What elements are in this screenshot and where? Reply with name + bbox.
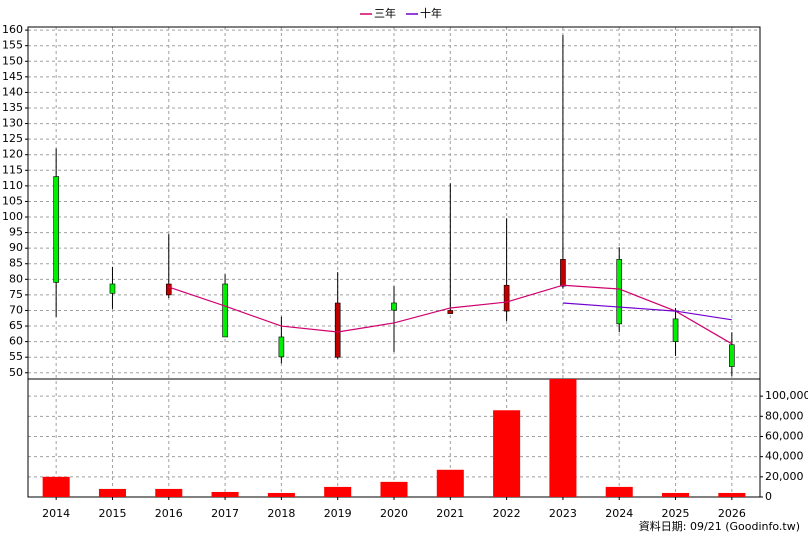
- x-tick-label: 2019: [324, 507, 352, 520]
- volume-bar: [380, 481, 408, 497]
- volume-bar: [493, 410, 521, 497]
- x-tick-label: 2025: [662, 507, 690, 520]
- candle-body: [447, 310, 454, 314]
- candle-body: [391, 302, 397, 311]
- candle-body: [334, 302, 341, 358]
- y-tick-label: 55: [9, 350, 23, 363]
- volume-bar: [549, 379, 577, 497]
- y-tick-label: 135: [2, 101, 23, 114]
- x-tick-label: 2020: [380, 507, 408, 520]
- y2-tick-label: 20,000: [765, 470, 804, 483]
- y-tick-label: 145: [2, 70, 23, 83]
- x-tick-label: 2014: [42, 507, 70, 520]
- candle-body: [503, 284, 510, 312]
- volume-bar: [42, 476, 70, 497]
- candle-body: [222, 283, 228, 338]
- y-tick-label: 155: [2, 39, 23, 52]
- volume-bar: [718, 492, 746, 497]
- y-tick-label: 85: [9, 257, 23, 270]
- x-tick-label: 2026: [718, 507, 746, 520]
- candle-body: [165, 283, 172, 296]
- y-tick-label: 50: [9, 366, 23, 379]
- y-tick-label: 115: [2, 163, 23, 176]
- y-tick-label: 150: [2, 54, 23, 67]
- y-tick-label: 120: [2, 148, 23, 161]
- y2-tick-label: 80,000: [765, 409, 804, 422]
- x-tick-label: 2018: [267, 507, 295, 520]
- candle-body: [53, 176, 59, 283]
- y-tick-label: 130: [2, 117, 23, 130]
- y-tick-label: 80: [9, 272, 23, 285]
- line-series: [168, 284, 733, 345]
- y-tick-label: 95: [9, 226, 23, 239]
- x-tick-label: 2017: [211, 507, 239, 520]
- x-tick-label: 2016: [155, 507, 183, 520]
- volume-bar: [155, 488, 183, 497]
- y-tick-label: 60: [9, 335, 23, 348]
- y2-tick-label: 100,000: [765, 389, 808, 402]
- volume-bar: [324, 486, 352, 497]
- volume-bar: [605, 486, 633, 497]
- y-tick-label: 110: [2, 179, 23, 192]
- volume-bar: [98, 488, 126, 497]
- volume-bar: [211, 491, 239, 497]
- x-tick-label: 2015: [98, 507, 126, 520]
- footnote: 資料日期: 09/21 (Goodinfo.tw): [639, 519, 800, 533]
- y-tick-label: 125: [2, 132, 23, 145]
- x-tick-label: 2022: [493, 507, 521, 520]
- y-tick-label: 140: [2, 85, 23, 98]
- volume-bar: [662, 492, 690, 497]
- volume-bar: [436, 469, 464, 497]
- line-series: [562, 302, 732, 321]
- candle-body: [616, 259, 623, 325]
- x-tick-label: 2023: [549, 507, 577, 520]
- legend-label: 十年: [420, 6, 442, 20]
- candle-body: [672, 318, 679, 342]
- y-tick-label: 70: [9, 303, 23, 316]
- x-tick-label: 2024: [605, 507, 633, 520]
- candle-body: [109, 283, 116, 294]
- y2-tick-label: 0: [765, 490, 772, 503]
- volume-bar: [267, 492, 295, 497]
- y-tick-label: 65: [9, 319, 23, 332]
- candle-body: [729, 344, 735, 367]
- y-tick-label: 105: [2, 194, 23, 207]
- y-tick-label: 90: [9, 241, 23, 254]
- candle-body: [278, 336, 285, 358]
- legend-label: 三年: [374, 6, 396, 20]
- y-tick-label: 75: [9, 288, 23, 301]
- y2-tick-label: 40,000: [765, 450, 804, 463]
- y2-tick-label: 60,000: [765, 429, 804, 442]
- candle-body: [560, 259, 566, 287]
- y-tick-label: 100: [2, 210, 23, 223]
- x-tick-label: 2021: [436, 507, 464, 520]
- y-tick-label: 160: [2, 23, 23, 36]
